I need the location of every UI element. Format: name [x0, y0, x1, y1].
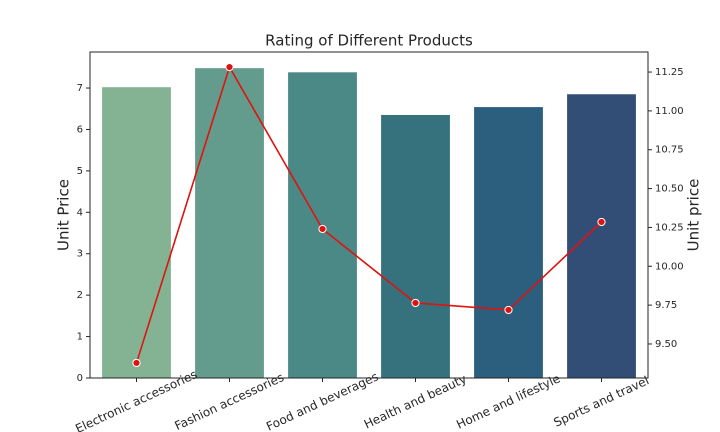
plot-frame: [89, 51, 649, 379]
y2-tick-label: 10.25: [655, 222, 684, 233]
bar: [381, 114, 450, 379]
y2-tick-label: 11.00: [655, 106, 684, 117]
line-marker: [597, 217, 606, 227]
y-tick-label: 4: [77, 207, 83, 218]
y2-tick-label: 11.25: [655, 67, 684, 78]
bar: [195, 68, 264, 378]
line-marker: [504, 305, 513, 315]
y2-tick-label: 10.75: [655, 145, 684, 156]
bar: [567, 94, 636, 378]
chart-title: Rating of Different Products: [265, 32, 473, 50]
y-tick-label: 0: [77, 373, 83, 384]
line-marker: [132, 358, 141, 368]
line-marker: [411, 298, 420, 308]
y2-tick-label: 9.50: [655, 339, 677, 350]
y-tick-label: 3: [77, 249, 83, 260]
y2-tick-label: 10.00: [655, 261, 684, 272]
y-tick-label: 6: [77, 124, 83, 135]
y-axis-label: Unit Price: [55, 179, 73, 251]
bar: [474, 107, 543, 378]
y-tick-label: 1: [77, 332, 83, 343]
line: [135, 65, 603, 364]
y-tick-label: 7: [77, 83, 83, 94]
bar: [102, 87, 171, 378]
y-tick-label: 2: [77, 290, 83, 301]
y2-tick-label: 9.75: [655, 300, 677, 311]
y2-axis-label: Unit price: [685, 179, 703, 252]
line-marker: [318, 224, 327, 234]
y2-tick-label: 10.50: [655, 184, 684, 195]
y-tick-label: 5: [77, 166, 83, 177]
line-marker: [225, 62, 234, 72]
